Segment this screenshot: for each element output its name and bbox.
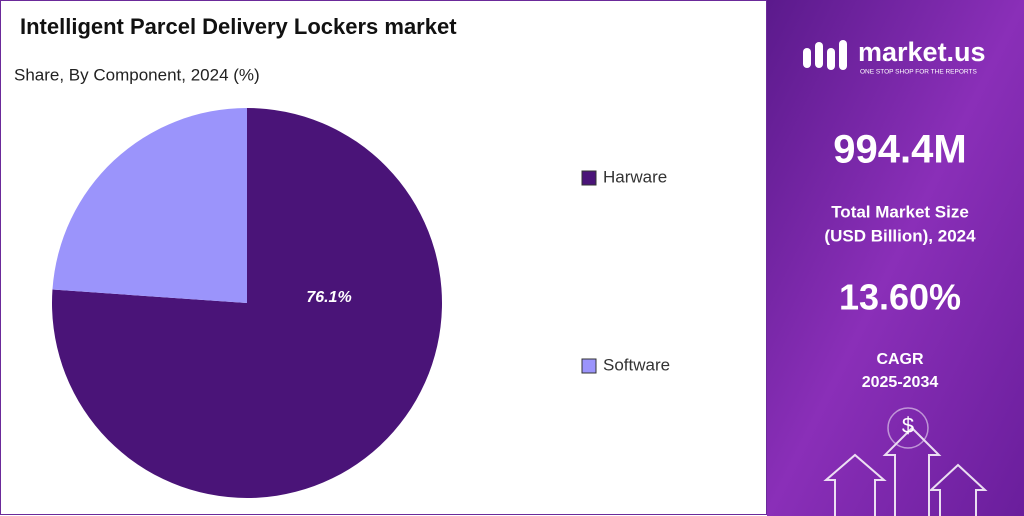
pie-slice [52, 108, 247, 303]
market-size: 994.4M [833, 128, 966, 172]
dollar-icon: $ [902, 413, 914, 438]
chart-subtitle: Share, By Component, 2024 (%) [14, 65, 260, 84]
cagr-label: 2025-2034 [862, 374, 939, 391]
legend-label: Harware [603, 167, 667, 186]
value-label: 76.1% [306, 289, 351, 306]
tagline: ONE STOP SHOP FOR THE REPORTS [860, 69, 977, 76]
side-panel [767, 0, 1024, 516]
pie-slice [52, 108, 443, 499]
legend-swatch [581, 170, 597, 186]
market-size-label: (USD Billion), 2024 [824, 226, 976, 245]
market-size-label: Total Market Size [831, 202, 969, 221]
arrows-decor [823, 407, 988, 516]
chart-title: Intelligent Parcel Delivery Lockers mark… [20, 14, 457, 39]
cagr-label: CAGR [876, 351, 924, 368]
brand: market.us [858, 37, 986, 67]
legend-swatch [581, 358, 597, 374]
logo [803, 40, 847, 70]
legend-label: Software [603, 355, 670, 374]
cagr: 13.60% [839, 277, 961, 318]
